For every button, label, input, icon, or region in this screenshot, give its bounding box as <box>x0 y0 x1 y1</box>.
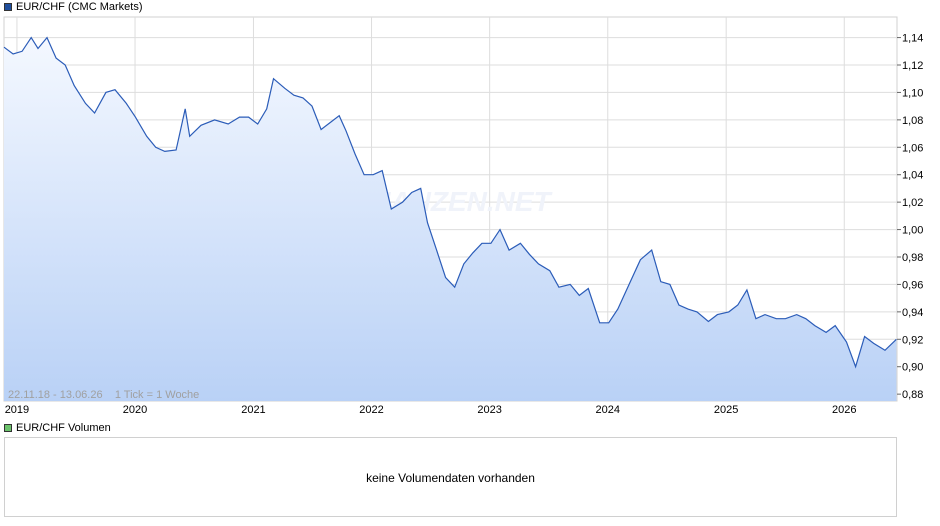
volume-legend-swatch <box>4 424 12 432</box>
x-tick-label: 2019 <box>5 404 29 415</box>
y-tick-label: 1,12 <box>902 60 923 72</box>
x-tick-label: 2026 <box>832 404 856 415</box>
volume-legend-label: EUR/CHF Volumen <box>16 422 111 434</box>
y-tick-label: 0,96 <box>902 279 923 291</box>
y-tick-label: 0,88 <box>902 389 923 401</box>
x-tick-label: 2022 <box>359 404 383 415</box>
price-chart: FINANZEN.NET 0,880,900,920,940,960,981,0… <box>3 16 923 415</box>
y-tick-label: 1,10 <box>902 87 923 99</box>
price-legend-swatch <box>4 3 12 11</box>
y-tick-label: 0,90 <box>902 362 923 374</box>
x-tick-label: 2024 <box>596 404 620 415</box>
x-axis-ticks: 2019 2020 2021 2022 2023 2024 2025 2026 <box>5 404 857 415</box>
x-tick-label: 2025 <box>714 404 738 415</box>
y-tick-label: 0,92 <box>902 334 923 346</box>
price-legend-label: EUR/CHF (CMC Markets) <box>16 1 143 13</box>
y-tick-label: 1,06 <box>902 142 923 154</box>
x-tick-label: 2020 <box>123 404 147 415</box>
y-tick-label: 1,14 <box>902 33 923 45</box>
y-tick-label: 1,00 <box>902 225 923 237</box>
x-tick-label: 2021 <box>241 404 265 415</box>
volume-legend: EUR/CHF Volumen <box>4 421 111 435</box>
y-tick-label: 1,02 <box>902 197 923 209</box>
price-area <box>4 37 897 401</box>
range-info: 22.11.18 - 13.06.26 1 Tick = 1 Woche <box>8 389 199 401</box>
volume-empty-message: keine Volumendaten vorhanden <box>366 471 535 485</box>
price-legend: EUR/CHF (CMC Markets) <box>4 0 143 14</box>
y-tick-label: 1,04 <box>902 170 923 182</box>
y-tick-label: 0,98 <box>902 252 923 264</box>
y-tick-label: 0,94 <box>902 307 923 319</box>
volume-panel: keine Volumendaten vorhanden <box>4 437 897 517</box>
y-axis-ticks: 0,88 0,90 0,92 0,94 0,96 0,98 1,00 1,02 1,04 1,06… <box>897 33 923 401</box>
price-line <box>3 36 897 369</box>
x-tick-label: 2023 <box>477 404 501 415</box>
y-tick-label: 1,08 <box>902 115 923 127</box>
